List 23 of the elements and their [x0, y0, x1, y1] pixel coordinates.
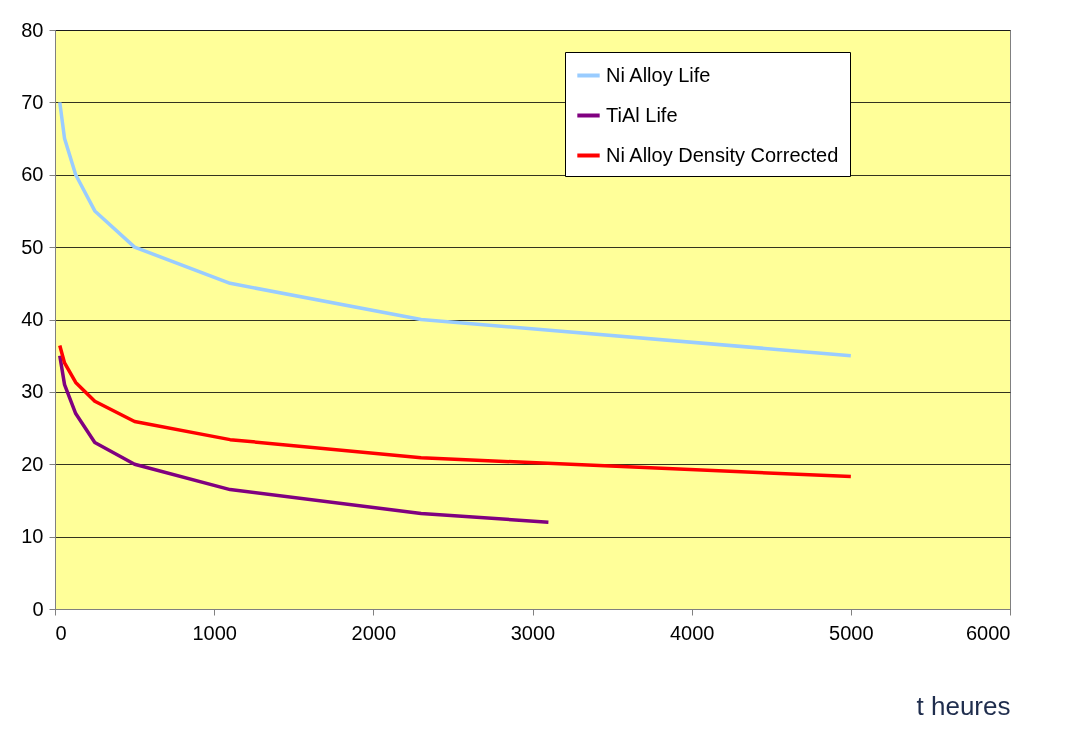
- x-tick-label: 2000: [351, 621, 397, 644]
- x-tick-label: 3000: [510, 621, 556, 644]
- x-axis-title: t heures: [916, 690, 1011, 721]
- y-tick-label: 80: [21, 18, 44, 41]
- x-tick-label: 5000: [829, 621, 874, 644]
- y-tick-label: 10: [21, 525, 44, 548]
- y-tick-label: 20: [21, 452, 44, 475]
- x-tick-label: 4000: [669, 621, 715, 644]
- y-tick-label: 60: [21, 163, 44, 186]
- legend-label: Ni Alloy Density Corrected: [606, 143, 839, 166]
- line-series: [58, 343, 853, 479]
- y-tick-label: 0: [32, 597, 44, 620]
- line-series: [58, 353, 551, 524]
- x-tick-label: 0: [55, 621, 67, 644]
- line-series: [58, 100, 853, 358]
- legend-label: TiAl Life: [606, 103, 678, 126]
- legend-label: Ni Alloy Life: [606, 63, 711, 86]
- y-tick-label: 50: [21, 235, 44, 258]
- y-tick-label: 70: [21, 90, 44, 113]
- y-tick-label: 30: [21, 380, 44, 403]
- y-tick-label: 40: [21, 308, 44, 330]
- x-tick-label: 6000: [966, 621, 1011, 644]
- x-tick-label: 1000: [192, 621, 237, 644]
